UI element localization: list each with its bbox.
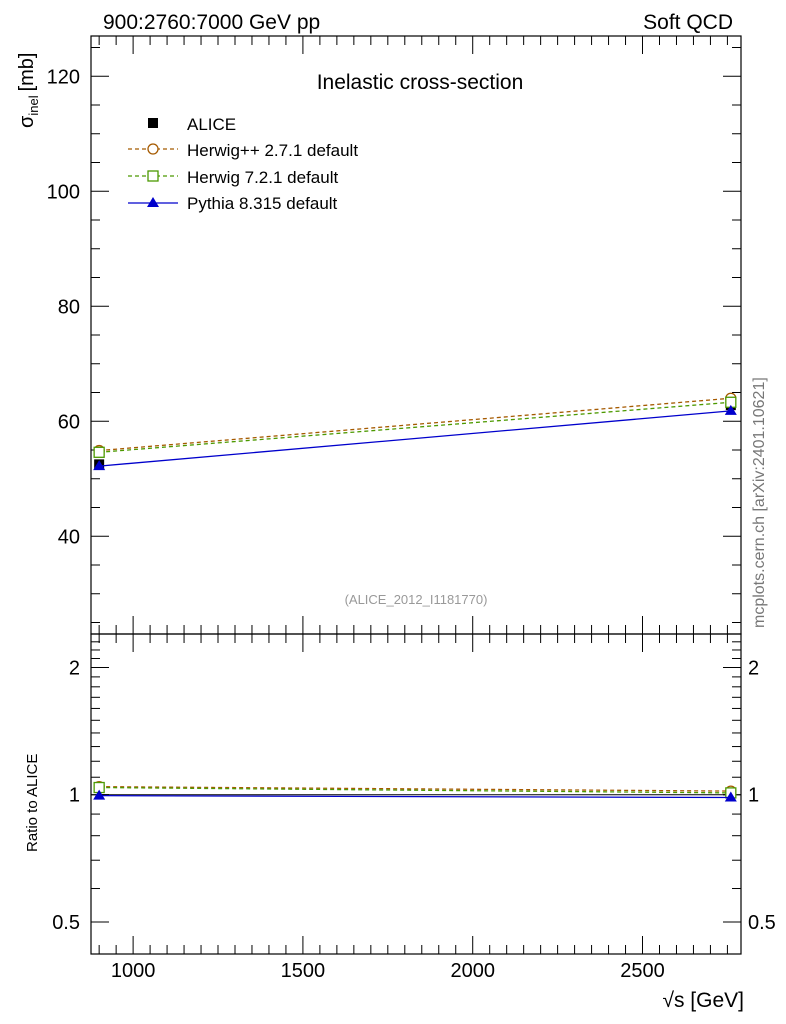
ratio-y-tick-label-left: 2 — [69, 657, 80, 679]
legend-entry-herwigpp: Herwig++ 2.7.1 default — [128, 141, 358, 160]
legend-label-alice: ALICE — [187, 115, 236, 134]
main-y-tick-label: 120 — [47, 66, 80, 88]
legend-entry-pythia: Pythia 8.315 default — [128, 194, 338, 213]
ratio-plot-frame — [90, 633, 742, 955]
main-series — [93, 392, 737, 471]
main-y-tick-label: 80 — [58, 296, 80, 318]
ratio-line-herwigpp — [99, 786, 731, 792]
ratio-y-tick-label-right: 1 — [748, 785, 759, 807]
main-point-pythia — [724, 404, 737, 415]
legend-marker-alice — [148, 118, 158, 128]
x-tick-label: 1500 — [281, 960, 326, 982]
main-y-tick-label: 60 — [58, 411, 80, 433]
chart-title: Inelastic cross-section — [317, 71, 524, 94]
main-series-alice — [94, 400, 736, 470]
legend-entry-alice: ALICE — [148, 115, 236, 134]
ratio-line-herwig7 — [99, 786, 731, 794]
y-label-unit: [mb] — [16, 53, 38, 92]
watermark: mcplots.cern.ch [arXiv:2401.10621] — [751, 377, 768, 628]
main-series-herwigpp — [93, 392, 737, 457]
ratio-point-pythia — [93, 789, 106, 800]
ratio-point-pythia — [724, 791, 737, 802]
x-axis: 1000 1500 2000 2500 — [98, 36, 728, 982]
legend: ALICE Herwig++ 2.7.1 default Herwig 7.2.… — [128, 115, 358, 213]
main-line-herwigpp — [99, 397, 731, 452]
main-line-pythia — [99, 410, 731, 467]
main-line-herwig7 — [99, 401, 731, 453]
main-series-pythia — [93, 404, 737, 471]
x-tick-label: 2500 — [620, 960, 665, 982]
legend-marker-herwigpp — [147, 143, 159, 155]
legend-marker-pythia — [147, 197, 159, 207]
svg-text:σinel[mb]: σinel [mb] — [16, 53, 41, 129]
y-label-symbol: σ — [16, 115, 38, 128]
ratio-line-pythia — [99, 795, 731, 799]
legend-label-pythia: Pythia 8.315 default — [187, 194, 338, 213]
y-label-subscript: inel — [26, 95, 41, 115]
ratio-y-axis-label: Ratio to ALICE — [24, 754, 41, 852]
main-y-tick-label: 100 — [47, 181, 80, 203]
ratio-y-axis: 0.5 0.5 1 1 2 2 — [52, 641, 776, 934]
main-y-axis-label: σinel [mb] — [16, 53, 41, 129]
legend-label-herwig7: Herwig 7.2.1 default — [187, 168, 338, 187]
legend-label-herwigpp: Herwig++ 2.7.1 default — [187, 141, 358, 160]
ratio-y-tick-label-left: 0.5 — [52, 912, 80, 934]
x-tick-label: 2000 — [450, 960, 495, 982]
reference-label: (ALICE_2012_I1181770) — [345, 592, 488, 607]
x-axis-label: √s [GeV] — [662, 989, 744, 1012]
legend-entry-herwig7: Herwig 7.2.1 default — [128, 168, 338, 187]
ratio-y-tick-label-right: 2 — [748, 657, 759, 679]
ratio-y-tick-label-right: 0.5 — [748, 912, 776, 934]
ratio-series — [93, 781, 737, 802]
ratio-series-pythia — [93, 789, 737, 802]
main-series-herwig7 — [93, 396, 737, 458]
main-y-axis: 40 60 80 100 120 — [47, 47, 741, 623]
main-y-tick-label: 40 — [58, 526, 80, 548]
ratio-y-tick-label-left: 1 — [69, 785, 80, 807]
header-left: 900:2760:7000 GeV pp — [103, 11, 320, 34]
main-point-herwig7 — [93, 446, 105, 458]
header-right: Soft QCD — [643, 11, 733, 34]
legend-marker-herwig7 — [147, 170, 159, 182]
main-point-pythia — [93, 460, 106, 471]
x-tick-label: 1000 — [111, 960, 156, 982]
